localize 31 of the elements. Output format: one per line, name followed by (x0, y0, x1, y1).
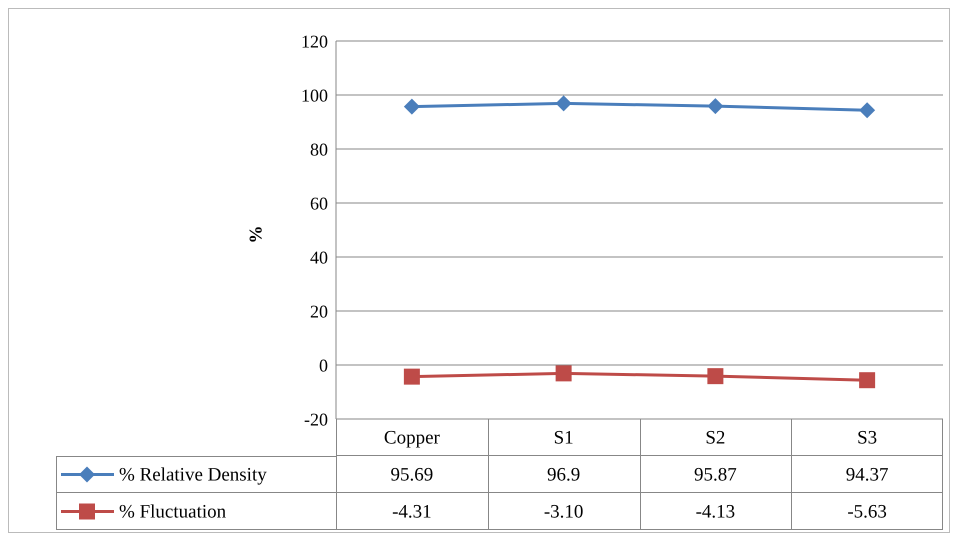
y-tick-label: -20 (304, 409, 328, 430)
y-tick-label: 120 (301, 31, 328, 52)
y-tick-label: 80 (310, 139, 328, 160)
y-tick-label: 60 (310, 193, 328, 214)
y-tick-label: 100 (301, 85, 328, 106)
point (859, 102, 876, 118)
point (404, 98, 420, 115)
y-tick-label: 20 (310, 301, 328, 322)
x-tick-label: S3 (857, 428, 878, 448)
point (707, 368, 724, 384)
data-label: -4.13 (696, 502, 736, 522)
x-tick-label: S2 (705, 428, 726, 448)
data-label: 95.87 (694, 464, 737, 486)
data-label: -5.63 (847, 502, 887, 522)
data-label: 94.37 (846, 464, 888, 486)
x-tick-label: Copper (384, 428, 441, 448)
point (556, 365, 572, 382)
legend-label: % Fluctuation (119, 502, 227, 522)
y-axis-title: % (246, 226, 266, 244)
legend-label: % Relative Density (119, 464, 268, 486)
point (859, 372, 876, 388)
point (707, 98, 724, 114)
point (404, 368, 420, 385)
data-label: -4.31 (392, 502, 432, 522)
point (556, 95, 572, 112)
x-tick-label: S1 (554, 428, 574, 448)
data-label: -3.10 (544, 502, 584, 522)
y-tick-label: 40 (310, 247, 328, 268)
y-tick-label: 0 (319, 355, 328, 376)
data-label: 95.69 (390, 464, 434, 486)
data-label: 96.9 (547, 464, 580, 486)
